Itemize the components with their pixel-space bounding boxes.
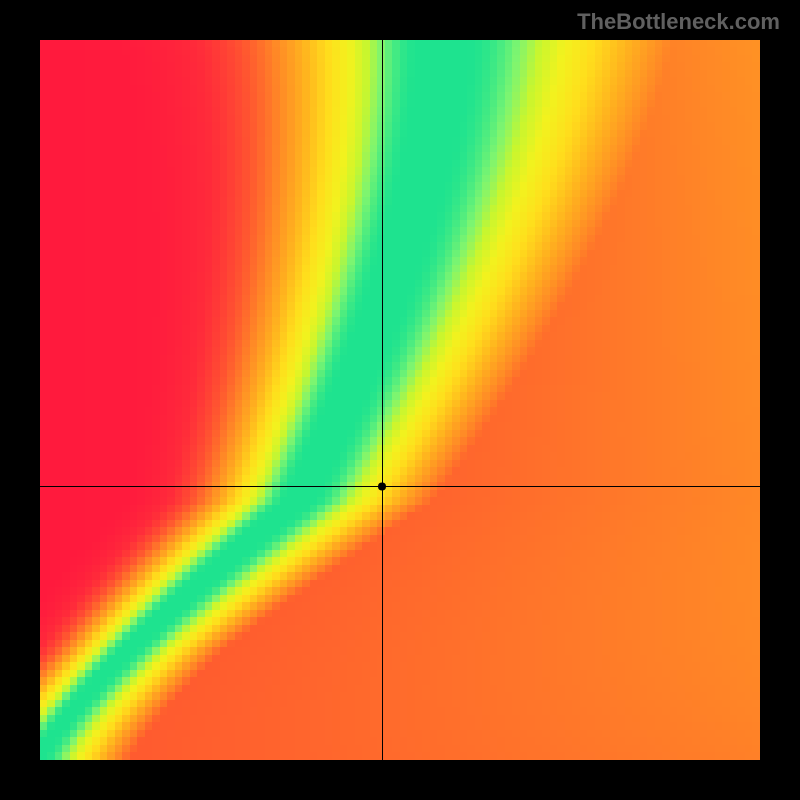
watermark-text: TheBottleneck.com — [577, 9, 780, 35]
bottleneck-heatmap — [40, 40, 760, 760]
chart-container: { "watermark": { "text": "TheBottleneck.… — [0, 0, 800, 800]
